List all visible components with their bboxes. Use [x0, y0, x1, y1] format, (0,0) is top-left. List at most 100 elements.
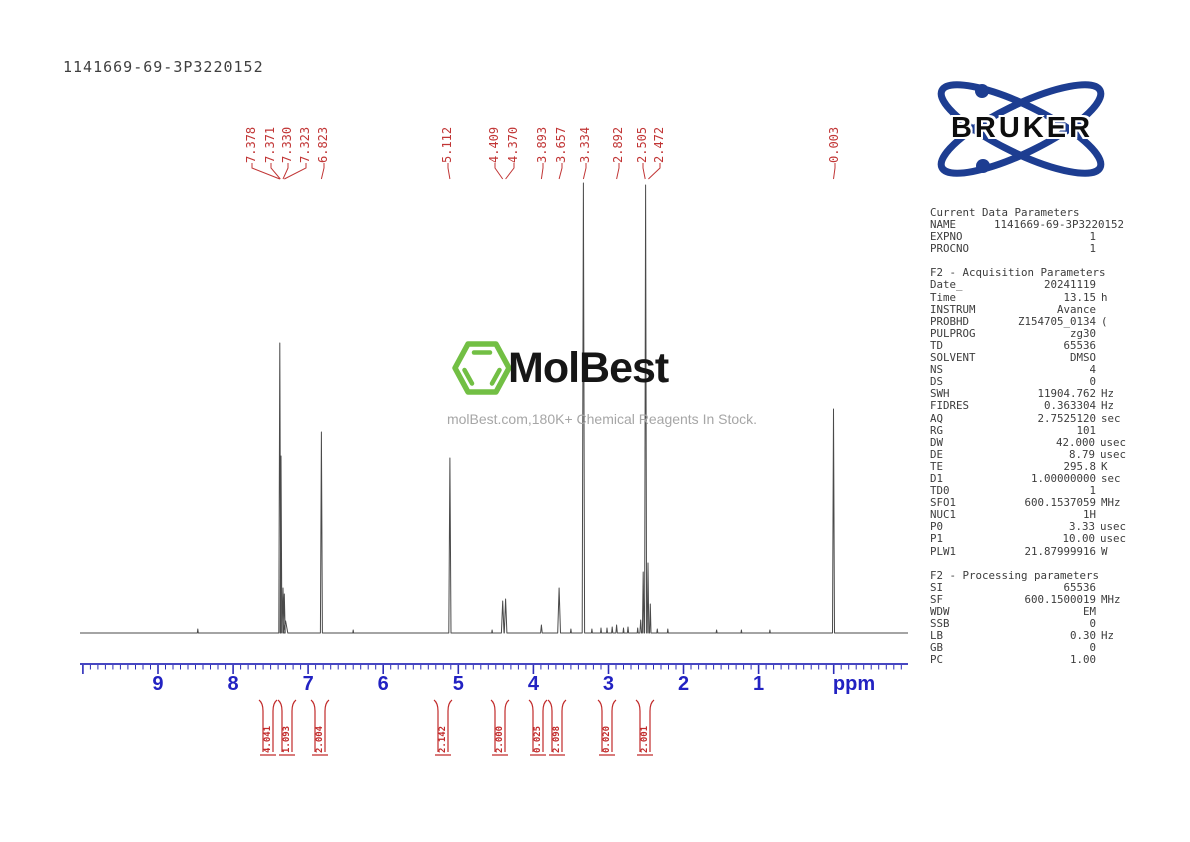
- param-key: PULPROG: [930, 326, 976, 340]
- param-key: LB: [930, 629, 944, 643]
- param-row-WDW: WDW EM: [930, 605, 1126, 618]
- x-axis-tick-label-4: 4: [527, 673, 539, 695]
- param-key: SF: [930, 592, 944, 606]
- spectrum-trace: [80, 182, 908, 634]
- param-unit: [1096, 340, 1126, 352]
- param-unit: Hz: [1101, 629, 1115, 643]
- param-value: 1: [1089, 242, 1096, 256]
- leader-line-3.657: [558, 163, 563, 180]
- param-unit: h: [1101, 290, 1108, 304]
- param-row-SI: SI 65536: [930, 580, 1126, 594]
- integral-bracket-0.020: [597, 699, 617, 756]
- param-value: 0: [1089, 641, 1096, 655]
- param-value: Z154705_0134: [1017, 314, 1096, 328]
- param-section-title: Current Data Parameters: [930, 206, 1080, 219]
- param-row-INSTRUM: INSTRUM Avance: [930, 302, 1126, 316]
- param-key: PC: [930, 653, 944, 667]
- param-key: TD0: [930, 484, 950, 498]
- peak-label-3.893: 3.893: [535, 126, 549, 163]
- param-value: 295.8: [1063, 459, 1096, 473]
- param-value: Avance: [1056, 302, 1096, 316]
- param-key: EXPNO: [930, 230, 963, 244]
- integral-bracket-2.142: [433, 699, 453, 756]
- param-section-1: F2 - Acquisition Parameters Date_ 20241119…: [930, 267, 1126, 557]
- param-unit: MHz: [1101, 592, 1121, 606]
- param-key: D1: [930, 471, 944, 485]
- param-unit: [1096, 606, 1126, 618]
- param-key: PROCNO: [930, 242, 970, 256]
- param-value: DMSO: [1069, 351, 1096, 365]
- param-key: P1: [930, 532, 944, 546]
- integral-bracket-2.000: [490, 699, 510, 756]
- leader-line-2.505: [642, 163, 646, 180]
- param-unit: [1096, 582, 1126, 594]
- x-axis-tick-label-7: 7: [302, 673, 314, 695]
- param-value: 1: [1089, 484, 1096, 498]
- x-axis-tick-label-3: 3: [602, 673, 615, 695]
- param-row-NAME: NAME 1141669-69-3P3220152: [930, 218, 1126, 231]
- param-value: 13.15: [1063, 290, 1096, 304]
- param-key: GB: [930, 641, 944, 655]
- integral-value-1.093: 1.093: [282, 725, 292, 753]
- param-row-PC: PC 1.00: [930, 654, 1126, 666]
- param-row-GB: GB 0: [930, 642, 1126, 654]
- param-row-DE: DE 8.79 usec: [930, 448, 1126, 461]
- param-unit: [1096, 352, 1126, 364]
- peak-label-7.371: 7.371: [263, 126, 277, 163]
- peak-label-3.657: 3.657: [554, 126, 568, 163]
- param-unit: usec: [1099, 435, 1126, 449]
- peak-label-6.823: 6.823: [316, 126, 330, 163]
- param-value: 600.1537059: [1024, 496, 1096, 510]
- integral-value-2.001: 2.001: [640, 725, 650, 753]
- param-key: SFO1: [930, 496, 957, 510]
- param-unit: [1096, 642, 1126, 654]
- param-key: SI: [930, 580, 944, 594]
- integral-bracket-2.098: [547, 699, 567, 756]
- param-row-LB: LB 0.30 Hz: [930, 629, 1126, 643]
- param-value: 3.33: [1068, 520, 1095, 534]
- param-row-TD: TD 65536: [930, 339, 1126, 352]
- param-key: DW: [930, 435, 944, 449]
- benzene-hexagon-icon: [452, 341, 512, 395]
- param-value: 42.000: [1055, 435, 1095, 449]
- leader-line-2.472: [648, 163, 661, 180]
- param-value: 1.00: [1069, 653, 1096, 667]
- param-row-AQ: AQ 2.7525120 sec: [930, 411, 1126, 425]
- peak-label-4.370: 4.370: [506, 126, 520, 163]
- integral-value-2.000: 2.000: [495, 725, 505, 753]
- param-key: PLW1: [930, 544, 957, 558]
- integral-bracket-2.004: [310, 699, 330, 756]
- param-section-0: Current Data Parameters NAME 1141669-69-3P…: [930, 206, 1126, 256]
- param-row-SFO1: SFO1 600.1537059 MHz: [930, 497, 1126, 509]
- param-unit: [1096, 328, 1126, 340]
- integral-value-2.004: 2.004: [315, 725, 325, 753]
- param-unit: [1096, 425, 1126, 437]
- integral-bracket-0.025: [528, 699, 548, 756]
- x-axis-tick-label-9: 9: [152, 673, 164, 695]
- param-key: PROBHD: [930, 314, 970, 328]
- param-value: 0.363304: [1043, 399, 1096, 413]
- param-unit: usec: [1099, 532, 1126, 546]
- param-unit: [1096, 364, 1126, 376]
- peak-label-5.112: 5.112: [440, 126, 454, 163]
- bruker-orbits-icon: [937, 81, 1105, 177]
- param-key: INSTRUM: [930, 302, 976, 316]
- peak-label-2.505: 2.505: [635, 126, 649, 163]
- peak-label-7.323: 7.323: [298, 126, 312, 163]
- integral-bracket-4.041: [258, 699, 278, 756]
- integral-value-2.098: 2.098: [552, 725, 562, 753]
- param-row-Time: Time 13.15 h: [930, 290, 1126, 304]
- param-unit: [1096, 231, 1126, 243]
- param-value: 21.87999916: [1024, 544, 1096, 558]
- leader-line-7.330: [282, 163, 289, 180]
- param-unit: [1096, 243, 1126, 255]
- param-value: 2.7525120: [1037, 411, 1096, 425]
- param-row-P0: P0 3.33 usec: [930, 521, 1126, 533]
- param-value: 1H: [1082, 508, 1096, 522]
- param-value: 1: [1089, 230, 1096, 244]
- param-key: NUC1: [930, 508, 957, 522]
- leader-line-4.370: [505, 163, 515, 180]
- param-key: P0: [930, 520, 944, 534]
